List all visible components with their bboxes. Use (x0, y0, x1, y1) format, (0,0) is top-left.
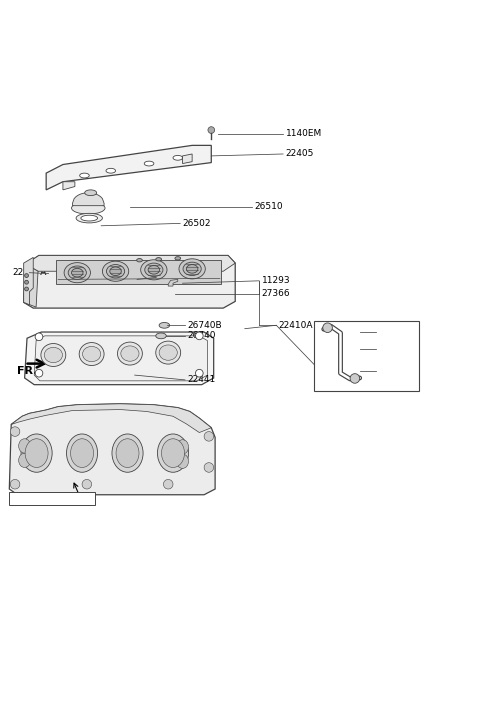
Ellipse shape (177, 439, 189, 454)
Circle shape (82, 479, 92, 489)
Polygon shape (72, 193, 104, 206)
Polygon shape (46, 146, 211, 190)
Text: 1472AM: 1472AM (379, 367, 415, 376)
Ellipse shape (118, 342, 143, 365)
Polygon shape (24, 332, 214, 385)
Ellipse shape (177, 454, 189, 469)
Ellipse shape (137, 258, 143, 262)
Ellipse shape (159, 345, 177, 360)
Circle shape (195, 332, 203, 339)
Text: 22405: 22405 (286, 150, 314, 158)
Ellipse shape (148, 266, 159, 274)
Polygon shape (25, 256, 235, 271)
Circle shape (163, 479, 173, 489)
Ellipse shape (179, 259, 205, 279)
Polygon shape (24, 264, 38, 307)
Ellipse shape (112, 434, 143, 472)
Text: 1472AK: 1472AK (379, 327, 414, 337)
Ellipse shape (19, 439, 31, 453)
Circle shape (10, 479, 20, 489)
Ellipse shape (25, 439, 48, 467)
Ellipse shape (106, 168, 116, 173)
Polygon shape (9, 404, 215, 495)
Ellipse shape (144, 161, 154, 166)
Text: 22410A: 22410A (278, 321, 313, 330)
Text: 26711: 26711 (379, 345, 408, 354)
Ellipse shape (159, 322, 169, 328)
Ellipse shape (121, 346, 139, 361)
Ellipse shape (161, 439, 184, 467)
Ellipse shape (145, 263, 163, 276)
Circle shape (204, 432, 214, 441)
Circle shape (24, 280, 28, 284)
Circle shape (350, 373, 360, 383)
Ellipse shape (175, 256, 180, 260)
Text: 22455: 22455 (158, 273, 187, 282)
Circle shape (323, 323, 332, 332)
Circle shape (195, 369, 203, 377)
Ellipse shape (173, 155, 182, 160)
Ellipse shape (67, 434, 97, 472)
FancyBboxPatch shape (9, 492, 95, 506)
Ellipse shape (107, 265, 125, 278)
Ellipse shape (141, 260, 167, 280)
Ellipse shape (19, 453, 31, 467)
Ellipse shape (71, 439, 94, 467)
Ellipse shape (156, 333, 166, 339)
Text: REF.20-221A: REF.20-221A (12, 493, 66, 502)
Circle shape (204, 463, 214, 472)
Circle shape (35, 333, 43, 341)
Ellipse shape (72, 268, 83, 277)
Ellipse shape (186, 265, 198, 273)
Circle shape (208, 126, 215, 133)
Polygon shape (11, 404, 211, 432)
Text: 26710: 26710 (340, 385, 369, 394)
Ellipse shape (83, 346, 101, 361)
Ellipse shape (79, 342, 104, 366)
Polygon shape (34, 336, 207, 381)
Polygon shape (168, 279, 178, 286)
Text: 1140EM: 1140EM (286, 129, 322, 138)
Text: 27366: 27366 (262, 289, 290, 298)
Text: 11293: 11293 (262, 276, 290, 285)
Circle shape (35, 369, 43, 377)
Ellipse shape (157, 434, 189, 472)
Ellipse shape (81, 215, 97, 221)
Bar (314, 322, 420, 391)
Ellipse shape (116, 439, 139, 467)
Text: 26502: 26502 (182, 219, 211, 228)
Ellipse shape (21, 434, 52, 472)
Ellipse shape (64, 263, 90, 283)
Text: 22441: 22441 (187, 376, 216, 384)
Ellipse shape (110, 267, 121, 275)
Polygon shape (56, 261, 221, 284)
Text: 26740: 26740 (187, 332, 216, 340)
Ellipse shape (156, 341, 180, 364)
Polygon shape (24, 257, 33, 305)
Text: 26740B: 26740B (187, 321, 222, 330)
Circle shape (10, 427, 20, 437)
Circle shape (24, 273, 28, 278)
Ellipse shape (102, 261, 129, 281)
Polygon shape (24, 256, 235, 308)
Ellipse shape (84, 190, 96, 196)
Polygon shape (182, 154, 192, 163)
Ellipse shape (76, 213, 102, 223)
Circle shape (24, 287, 28, 291)
Text: FR.: FR. (17, 366, 38, 376)
Ellipse shape (41, 344, 66, 366)
Polygon shape (63, 182, 75, 190)
Ellipse shape (80, 173, 89, 178)
Ellipse shape (156, 258, 161, 261)
Ellipse shape (183, 262, 201, 275)
Ellipse shape (44, 347, 62, 363)
Text: 26710: 26710 (340, 385, 369, 394)
Ellipse shape (68, 266, 86, 279)
Ellipse shape (72, 202, 105, 214)
Text: 22447A: 22447A (12, 268, 47, 277)
Text: 26510: 26510 (254, 202, 283, 211)
